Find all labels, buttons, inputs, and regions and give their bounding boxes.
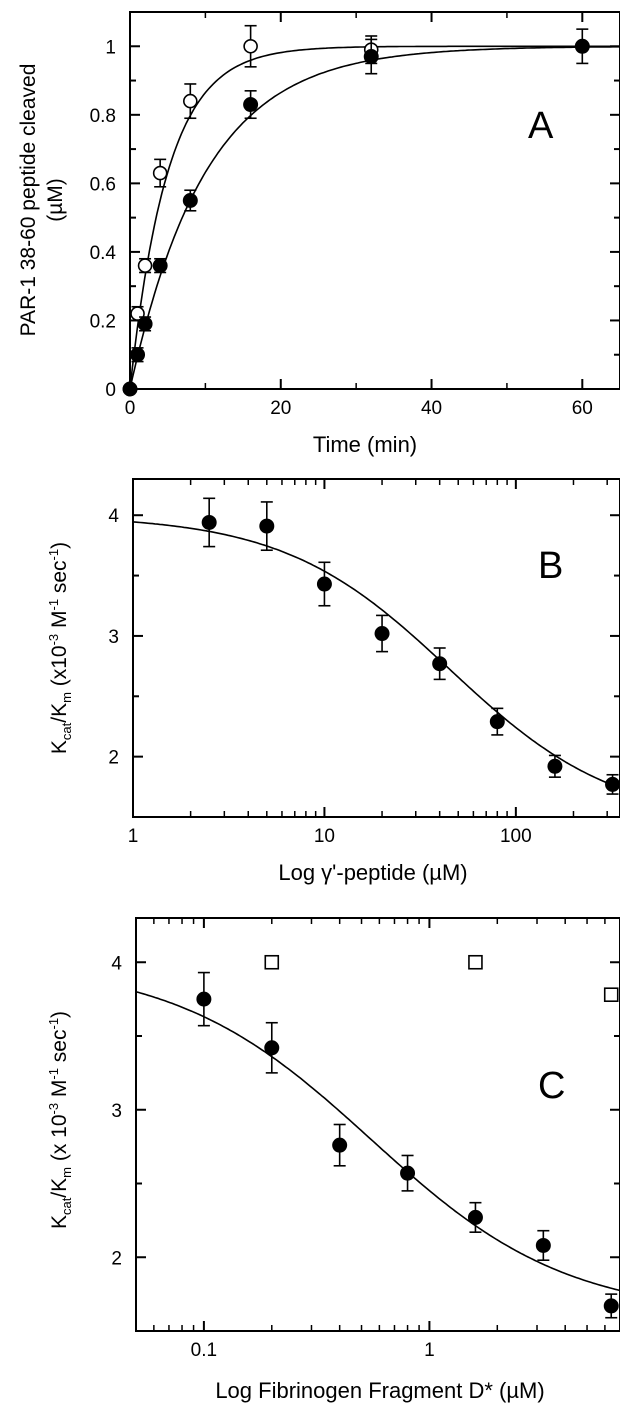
y-tick-label: 1: [105, 37, 116, 58]
y-tick-label: 2: [111, 1248, 122, 1269]
panel-c-ticks: [135, 918, 620, 1332]
data-point-filled: [603, 1298, 619, 1314]
panel-c-fits: [135, 991, 620, 1292]
data-point-filled: [374, 626, 390, 642]
data-point-filled: [137, 316, 153, 332]
panel-a: 0 20 40 60 0 0.2 0.4 0.6 0.8 1 A Time (min) PAR-1…: [17, 11, 620, 457]
data-point-square: [264, 954, 280, 970]
panel-c-frame: [135, 917, 620, 1332]
panel-a-letter: A: [528, 105, 554, 147]
data-point-open: [152, 165, 168, 181]
panel-a-ticks: [129, 11, 620, 390]
data-point-filled: [547, 758, 563, 774]
data-point-square: [468, 954, 483, 970]
panel-a-points: [122, 24, 590, 397]
panel-c-tick-labels: 0.1 1 2 3 4: [111, 953, 434, 1361]
data-point-filled: [316, 576, 332, 592]
x-tick-label: 1: [424, 1340, 435, 1361]
y-tick-label: 0.2: [90, 311, 116, 332]
panel-a-tick-labels: 0 20 40 60 0 0.2 0.4 0.6 0.8 1: [90, 37, 593, 419]
y-tick-label: 3: [108, 627, 119, 648]
data-point-filled: [201, 514, 217, 530]
data-point-square: [603, 987, 619, 1003]
x-tick-label: 1: [128, 826, 139, 847]
data-point-filled: [332, 1137, 348, 1153]
fit-curve: [132, 521, 620, 789]
y-tick-label: 2: [108, 748, 119, 769]
panel-b-tick-labels: 1 10 100 2 3 4: [108, 506, 531, 847]
y-tick-label: 4: [111, 953, 122, 974]
panel-c-y-axis-title: Kcat/Km (x 10-3 M-1 sec-1): [46, 1011, 74, 1229]
data-point-filled: [574, 38, 590, 54]
data-point-filled: [535, 1237, 551, 1253]
data-point-filled: [130, 347, 146, 363]
x-tick-label: 60: [572, 398, 593, 419]
y-tick-label: 0: [105, 380, 116, 401]
x-tick-label: 0: [125, 398, 136, 419]
data-point-filled: [196, 991, 212, 1007]
data-point-filled: [432, 656, 448, 672]
data-point-filled: [489, 714, 505, 730]
fit-curve: [135, 991, 620, 1292]
data-point-filled: [264, 1040, 280, 1056]
panel-b-points: [201, 497, 620, 795]
panel-c-letter: C: [538, 1065, 565, 1107]
fit-curve: [129, 45, 620, 390]
panel-c: 0.1 1 2 3 4 C Log Fibrinogen Fragment D* (µM…: [46, 917, 620, 1403]
data-point-filled: [259, 518, 275, 534]
y-tick-label: 0.4: [90, 243, 117, 264]
panel-a-y-axis-title-line2: (µM): [44, 178, 67, 222]
panel-a-fits: [129, 45, 620, 390]
panel-c-points: [196, 954, 619, 1319]
data-point-open: [137, 258, 153, 273]
panel-b-y-axis-title: Kcat/Km (x10-3 M-1 sec-1): [46, 542, 74, 754]
x-tick-label: 0.1: [191, 1340, 217, 1361]
data-point-open: [243, 38, 258, 54]
data-point-filled: [400, 1165, 416, 1181]
y-tick-label: 0.6: [90, 174, 116, 195]
y-tick-label: 0.8: [90, 106, 116, 127]
data-point-filled: [152, 258, 168, 274]
x-tick-label: 100: [500, 826, 532, 847]
data-point-filled: [243, 97, 259, 113]
data-point-filled: [467, 1209, 483, 1225]
panel-a-x-axis-title: Time (min): [313, 432, 417, 457]
y-tick-label: 4: [108, 506, 119, 527]
panel-b-ticks: [132, 479, 620, 818]
data-point-open: [183, 93, 198, 109]
fit-curve: [129, 45, 620, 390]
panel-b-x-axis-title: Log γ'-peptide (µM): [278, 860, 467, 885]
panel-c-x-axis-title: Log Fibrinogen Fragment D* (µM): [215, 1378, 544, 1403]
panel-b-fits: [132, 521, 620, 789]
x-tick-label: 40: [421, 398, 442, 419]
y-tick-label: 3: [111, 1101, 122, 1122]
panel-b: 1 10 100 2 3 4 B Log γ'-peptide (µM) Kcat/Km …: [46, 478, 620, 885]
panel-a-frame: [129, 11, 620, 390]
data-point-filled: [605, 776, 620, 792]
panel-b-letter: B: [538, 545, 563, 587]
data-point-filled: [182, 193, 198, 208]
panel-a-y-axis-title-line1: PAR-1 38-60 peptide cleaved: [17, 64, 40, 337]
data-point-filled: [363, 49, 379, 65]
panel-b-frame: [132, 478, 620, 818]
data-point-filled: [122, 381, 138, 397]
x-tick-label: 10: [314, 826, 335, 847]
x-tick-label: 20: [270, 398, 291, 419]
